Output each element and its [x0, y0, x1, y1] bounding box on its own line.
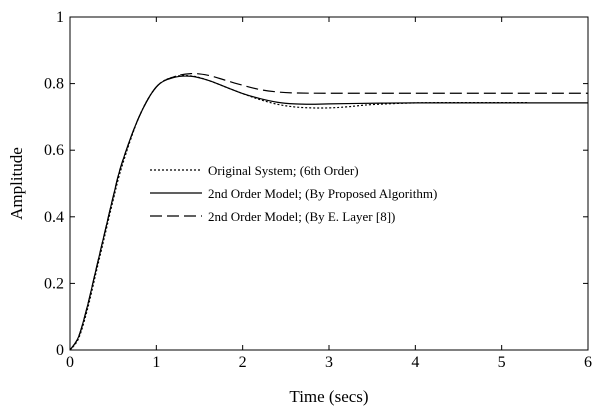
x-tick-label: 6	[584, 354, 592, 371]
legend-label: 2nd Order Model; (By Proposed Algorithm)	[208, 186, 437, 201]
x-tick-label: 5	[498, 354, 506, 371]
x-tick-label: 1	[152, 354, 160, 371]
plot-frame	[69, 16, 589, 351]
plot-area	[69, 16, 589, 351]
x-tick-label: 3	[325, 354, 333, 371]
x-axis-label: Time (secs)	[289, 387, 368, 406]
series-layer	[69, 72, 588, 351]
legend: Original System; (6th Order) 2nd Order Mo…	[150, 163, 437, 224]
y-tick-label: 0.6	[44, 142, 64, 159]
y-axis-ticks: 0 0.2 0.4 0.6 0.8 1	[44, 9, 588, 359]
y-tick-label: 0.8	[44, 76, 64, 93]
y-tick-label: 1	[56, 9, 64, 26]
series-line-2	[69, 75, 588, 351]
x-tick-label: 2	[239, 354, 247, 371]
y-tick-label: 0.4	[44, 209, 64, 226]
y-tick-label: 0.2	[44, 275, 64, 292]
legend-label: 2nd Order Model; (By E. Layer [8])	[208, 209, 395, 224]
x-axis-ticks: 0 1 2 3 4 5 6	[66, 17, 592, 371]
y-tick-label: 0	[56, 342, 64, 359]
x-tick-label: 0	[66, 354, 74, 371]
series-line-3	[69, 72, 588, 351]
legend-label: Original System; (6th Order)	[208, 163, 359, 178]
x-tick-label: 4	[411, 354, 419, 371]
y-axis-label: Amplitude	[7, 147, 26, 220]
